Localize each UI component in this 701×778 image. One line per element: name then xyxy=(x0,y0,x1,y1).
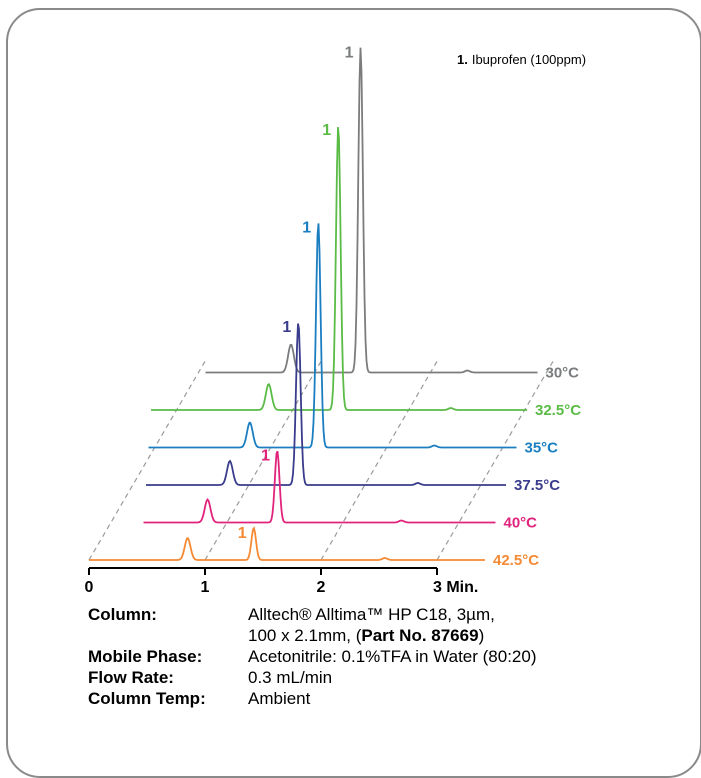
info-label xyxy=(88,625,248,646)
trace-label: 35°C xyxy=(525,440,559,457)
grid-line xyxy=(204,360,323,561)
info-row-flow-rate: Flow Rate: 0.3 mL/min xyxy=(88,667,537,688)
info-value: 0.3 mL/min xyxy=(248,668,333,687)
x-tick-label: 2 xyxy=(317,579,326,596)
trace-label: 42.5°C xyxy=(493,552,539,569)
grid-line xyxy=(436,360,555,561)
info-row-column: Column: Alltech® Alltima™ HP C18, 3µm, xyxy=(88,604,537,625)
info-value: 100 x 2.1mm, (Part No. 87669) xyxy=(248,625,484,646)
info-label: Flow Rate: xyxy=(88,668,174,687)
x-tick-label: 3 Min. xyxy=(433,579,478,596)
trace-37.5°C xyxy=(146,323,506,486)
trace-label: 32.5°C xyxy=(535,402,581,419)
part-number: Part No. 87669 xyxy=(361,626,479,645)
trace-42.5°C xyxy=(89,526,485,561)
info-value: Ambient xyxy=(248,689,311,708)
peak-label: 1 xyxy=(261,448,270,465)
grid-line xyxy=(88,360,207,561)
peak-label: 1 xyxy=(322,122,331,139)
peak-label: 1 xyxy=(238,525,247,542)
trace-label: 30°C xyxy=(546,365,580,382)
trace-label: 40°C xyxy=(504,515,538,532)
peak-label: 1 xyxy=(302,220,311,237)
peak-label: 1 xyxy=(282,319,291,336)
part-prefix: 100 x 2.1mm, ( xyxy=(248,626,362,645)
x-tick-label: 1 xyxy=(201,579,210,596)
trace-35°C xyxy=(148,223,517,449)
info-row-column-temp: Column Temp: Ambient xyxy=(88,688,537,709)
method-info: Column: Alltech® Alltima™ HP C18, 3µm, 1… xyxy=(88,604,537,709)
trace-label: 37.5°C xyxy=(514,477,560,494)
grid-line xyxy=(320,360,439,561)
info-row-mobile-phase: Mobile Phase: Acetonitrile: 0.1%TFA in W… xyxy=(88,646,537,667)
info-row-column-2: 100 x 2.1mm, (Part No. 87669) xyxy=(88,625,537,646)
legend-text: Ibuprofen (100ppm) xyxy=(471,52,587,67)
peak-label: 1 xyxy=(345,45,354,62)
info-value: Alltech® Alltima™ HP C18, 3µm, xyxy=(248,605,495,624)
info-label: Mobile Phase: xyxy=(88,647,203,666)
info-label: Column: xyxy=(88,605,157,624)
info-value: Acetonitrile: 0.1%TFA in Water (80:20) xyxy=(248,647,537,666)
trace-30°C xyxy=(205,47,538,374)
info-label: Column Temp: xyxy=(88,689,206,708)
trace-40°C xyxy=(143,450,496,524)
trace-32.5°C xyxy=(151,127,527,411)
legend: 1. Ibuprofen (100ppm) xyxy=(457,52,586,67)
x-tick-label: 0 xyxy=(85,579,94,596)
part-suffix: ) xyxy=(478,626,485,645)
legend-number: 1. xyxy=(457,52,468,67)
